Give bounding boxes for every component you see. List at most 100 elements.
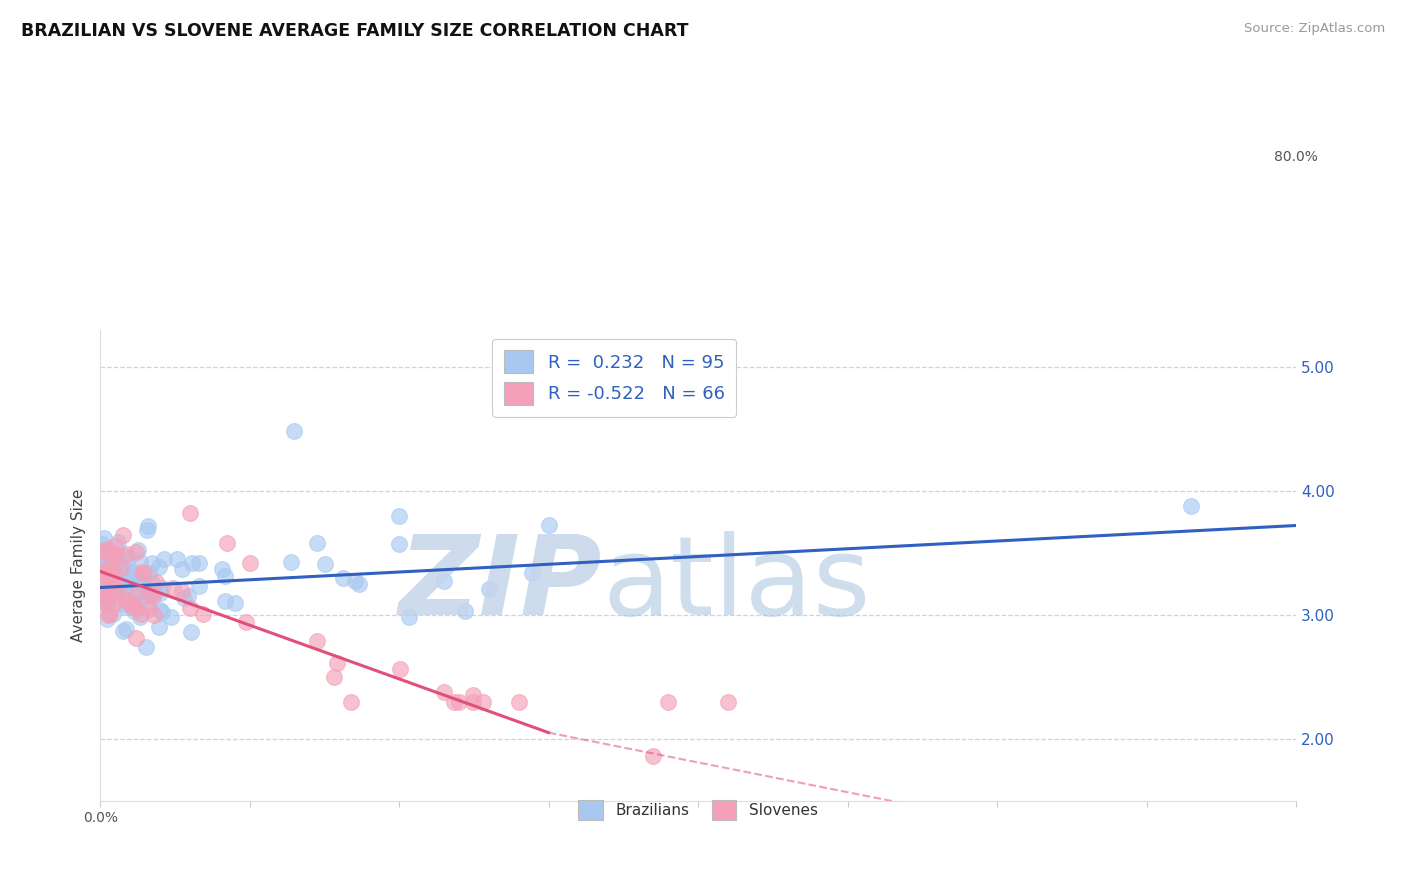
Point bbox=[104, 539, 127, 553]
Point bbox=[132, 591, 155, 605]
Point bbox=[114, 549, 136, 564]
Point bbox=[103, 553, 125, 567]
Point bbox=[211, 562, 233, 576]
Point bbox=[145, 575, 167, 590]
Point bbox=[96, 591, 118, 605]
Point bbox=[166, 551, 188, 566]
Point bbox=[172, 562, 194, 576]
Point bbox=[398, 610, 420, 624]
Point bbox=[117, 552, 139, 566]
Legend: Brazilians, Slovenes: Brazilians, Slovenes bbox=[572, 795, 824, 826]
Point bbox=[148, 560, 170, 574]
Text: Source: ZipAtlas.com: Source: ZipAtlas.com bbox=[1244, 22, 1385, 36]
Point bbox=[93, 597, 115, 611]
Point bbox=[129, 607, 152, 622]
Point bbox=[91, 537, 114, 551]
Point bbox=[217, 536, 239, 550]
Point bbox=[188, 556, 211, 570]
Point bbox=[717, 695, 740, 709]
Point bbox=[471, 695, 494, 709]
Point bbox=[90, 582, 112, 596]
Point bbox=[107, 583, 129, 598]
Point bbox=[239, 556, 262, 570]
Point bbox=[121, 566, 143, 580]
Point bbox=[478, 582, 501, 596]
Point bbox=[179, 601, 201, 615]
Point bbox=[125, 587, 148, 601]
Point bbox=[349, 577, 371, 591]
Point bbox=[97, 566, 120, 580]
Point bbox=[98, 575, 121, 590]
Point bbox=[508, 695, 530, 709]
Point bbox=[97, 553, 120, 567]
Point bbox=[117, 547, 139, 561]
Point bbox=[115, 586, 138, 600]
Point bbox=[537, 518, 560, 533]
Point bbox=[98, 581, 121, 595]
Point bbox=[443, 695, 465, 709]
Point bbox=[122, 604, 145, 618]
Point bbox=[97, 582, 120, 596]
Point bbox=[115, 622, 138, 636]
Point bbox=[104, 547, 127, 561]
Point bbox=[162, 581, 184, 595]
Point bbox=[107, 591, 129, 605]
Point bbox=[96, 561, 118, 575]
Point bbox=[100, 561, 122, 575]
Point bbox=[93, 590, 115, 604]
Point bbox=[138, 602, 160, 616]
Point bbox=[141, 576, 163, 591]
Point bbox=[125, 632, 148, 646]
Point bbox=[103, 561, 125, 575]
Point bbox=[101, 551, 124, 566]
Point bbox=[97, 608, 120, 623]
Point bbox=[314, 558, 336, 572]
Point bbox=[340, 695, 363, 709]
Point bbox=[138, 599, 160, 613]
Point bbox=[90, 566, 112, 580]
Point bbox=[105, 574, 128, 589]
Point bbox=[187, 579, 209, 593]
Point bbox=[121, 566, 143, 581]
Point bbox=[121, 600, 143, 615]
Point bbox=[124, 600, 146, 615]
Point bbox=[332, 571, 354, 585]
Point bbox=[643, 749, 665, 764]
Y-axis label: Average Family Size: Average Family Size bbox=[72, 489, 86, 642]
Point bbox=[100, 566, 122, 581]
Point bbox=[214, 594, 236, 608]
Point bbox=[101, 576, 124, 591]
Point bbox=[128, 573, 150, 587]
Point bbox=[454, 604, 477, 618]
Point bbox=[114, 591, 136, 605]
Point bbox=[388, 536, 411, 550]
Point bbox=[97, 594, 120, 608]
Point bbox=[657, 695, 679, 709]
Point bbox=[142, 607, 165, 622]
Point bbox=[96, 567, 118, 582]
Point bbox=[322, 670, 344, 684]
Point bbox=[114, 599, 136, 614]
Point bbox=[461, 689, 484, 703]
Point bbox=[135, 640, 157, 654]
Point bbox=[1180, 499, 1202, 513]
Point bbox=[307, 633, 329, 648]
Point bbox=[101, 563, 124, 577]
Point bbox=[172, 583, 194, 598]
Point bbox=[214, 569, 236, 583]
Point bbox=[150, 605, 173, 619]
Point bbox=[141, 556, 163, 570]
Point bbox=[235, 615, 257, 629]
Point bbox=[90, 553, 112, 567]
Point bbox=[176, 589, 198, 603]
Point bbox=[142, 589, 165, 603]
Text: atlas: atlas bbox=[602, 531, 870, 638]
Point bbox=[143, 585, 166, 599]
Point bbox=[117, 569, 139, 583]
Point bbox=[90, 582, 112, 596]
Point bbox=[389, 662, 412, 676]
Point bbox=[388, 508, 411, 523]
Point bbox=[103, 597, 125, 611]
Point bbox=[98, 574, 121, 588]
Point bbox=[447, 695, 470, 709]
